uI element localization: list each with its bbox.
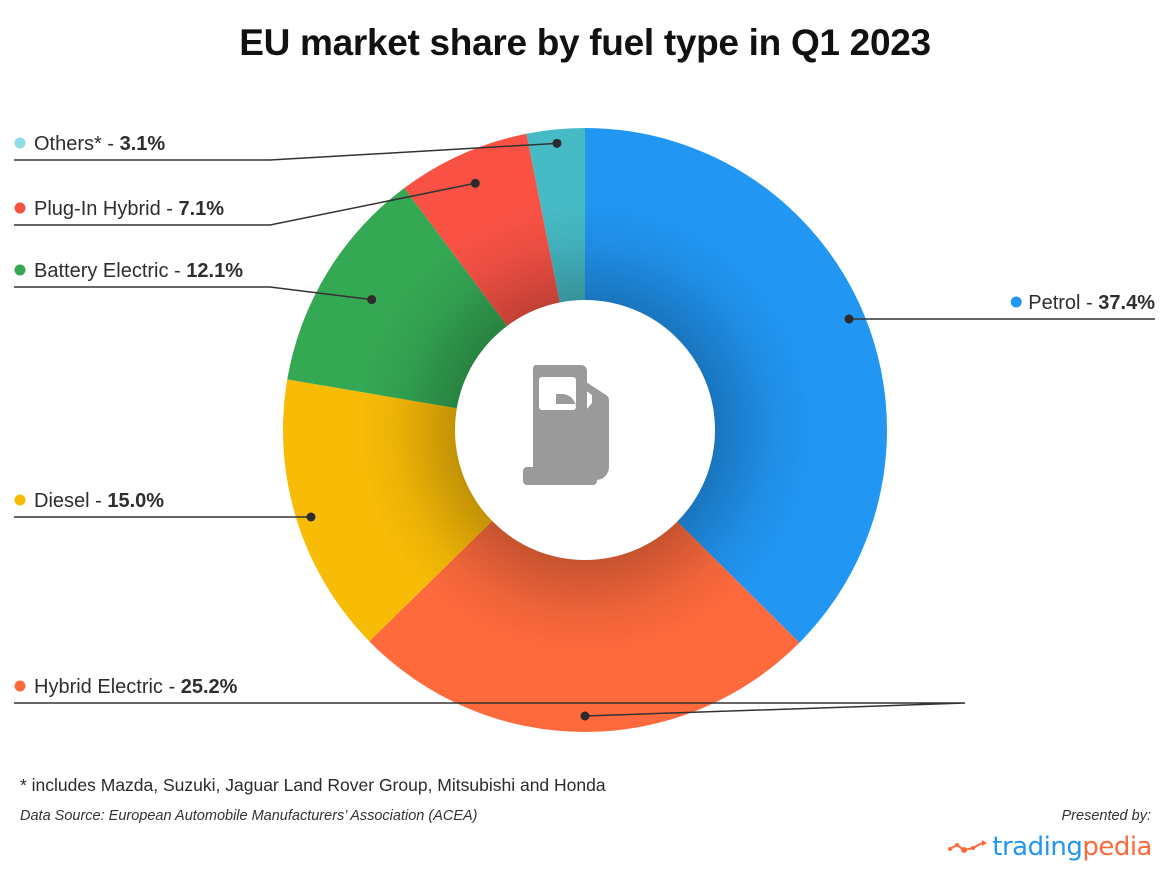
label-value: 3.1% (120, 133, 166, 155)
leader-line (14, 182, 476, 226)
label-name: Plug-In Hybrid - (34, 198, 179, 220)
label-text: Battery Electric - 12.1% (34, 260, 243, 282)
label-name: Petrol - (1028, 292, 1098, 314)
legend-marker (14, 202, 26, 214)
legend-marker (14, 494, 26, 506)
chart-title: EU market share by fuel type in Q1 2023 (239, 22, 931, 63)
label-value: 25.2% (181, 676, 238, 698)
data-source: Data Source: European Automobile Manufac… (20, 808, 478, 824)
label-text: Hybrid Electric - 25.2% (34, 676, 238, 698)
label-value: 15.0% (107, 490, 164, 512)
leader-dot (844, 314, 854, 324)
legend-marker (1010, 296, 1022, 308)
label-name: Battery Electric - (34, 260, 186, 282)
label-text: Plug-In Hybrid - 7.1% (34, 198, 224, 220)
leader-dot (367, 295, 377, 305)
labels-group: Petrol - 37.4% Hybrid Electric - 25.2% Die… (14, 133, 1155, 721)
legend-marker (14, 680, 26, 692)
label-name: Others* - (34, 133, 120, 155)
label-text: Diesel - 15.0% (34, 490, 164, 512)
brand-name-part2: pedia (1082, 832, 1152, 862)
label-battery-electric: Battery Electric - 12.1% (14, 260, 377, 305)
label-name: Diesel - (34, 490, 107, 512)
label-others: Others* - 3.1% (14, 133, 562, 161)
leader-line (14, 702, 966, 717)
label-text: Petrol - 37.4% (1028, 292, 1155, 314)
leader-dot (306, 512, 316, 522)
legend-marker (14, 137, 26, 149)
footnote: * includes Mazda, Suzuki, Jaguar Land Ro… (20, 775, 606, 795)
leader-line (14, 142, 558, 161)
fuel-pump-icon (523, 365, 609, 485)
trend-line-icon (948, 840, 988, 853)
label-value: 7.1% (179, 198, 225, 220)
label-plug-in-hybrid: Plug-In Hybrid - 7.1% (14, 178, 480, 226)
label-diesel: Diesel - 15.0% (14, 490, 316, 522)
label-value: 37.4% (1098, 292, 1155, 314)
brand-name-part1: trading (992, 832, 1083, 862)
label-petrol: Petrol - 37.4% (844, 292, 1155, 324)
leader-dot (580, 711, 590, 721)
label-name: Hybrid Electric - (34, 676, 181, 698)
presented-by: Presented by: (1061, 808, 1151, 824)
label-text: Others* - 3.1% (34, 133, 165, 155)
legend-marker (14, 264, 26, 276)
leader-line (14, 286, 372, 301)
leader-dot (470, 178, 480, 188)
label-value: 12.1% (186, 260, 243, 282)
label-hybrid-electric: Hybrid Electric - 25.2% (14, 676, 966, 721)
leader-dot (552, 138, 562, 148)
brand-logo[interactable]: trading pedia (948, 832, 1152, 862)
